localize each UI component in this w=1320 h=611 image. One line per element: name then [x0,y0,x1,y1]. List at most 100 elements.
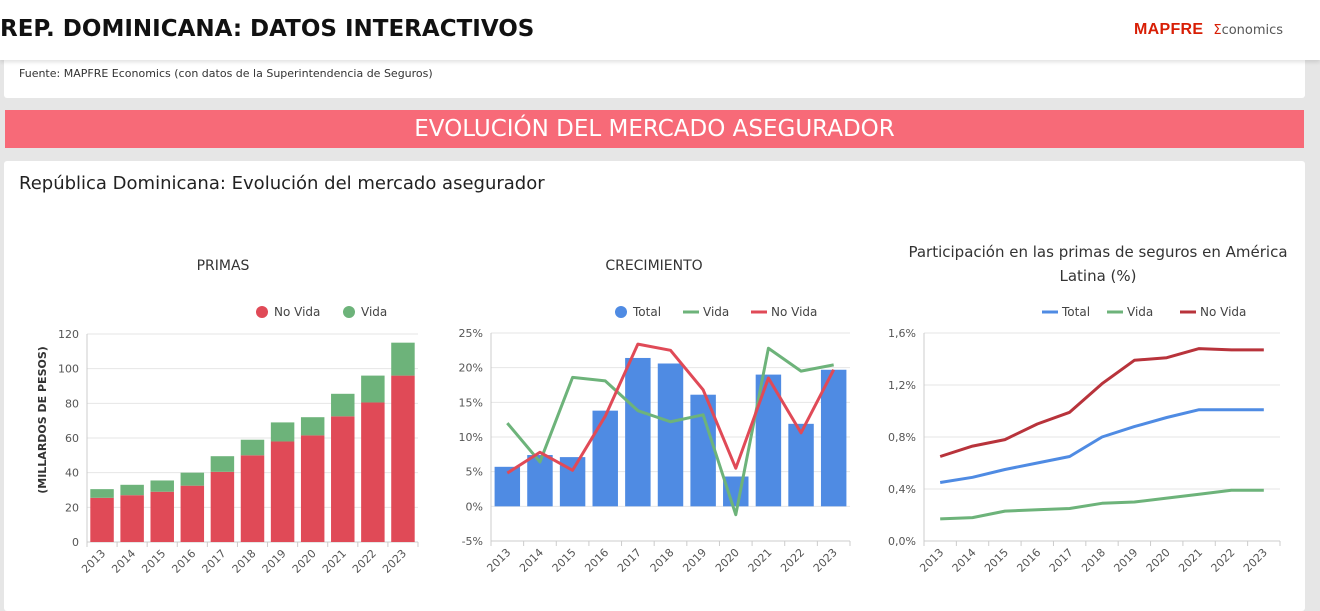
x-tick-label: 2014 [109,547,138,576]
legend-label-no-vida: No Vida [274,305,320,319]
x-tick-label: 2019 [680,546,709,575]
bar-total [494,466,521,507]
bar-no-vida [90,497,114,542]
legend-label-total: Total [1061,305,1090,319]
bar-vida [300,417,325,436]
y-tick-label: 5% [466,466,483,479]
x-tick-label: 2023 [811,546,840,575]
bar-vida [180,472,205,486]
logo-brand: MAPFRE [1134,21,1204,38]
x-tick-label: 2022 [1209,546,1238,575]
line-vida [506,346,834,517]
bar-vida [150,480,174,492]
chart-title: CRECIMIENTO [605,258,702,274]
bar-vida [210,456,235,472]
x-tick-label: 2019 [1111,546,1140,575]
source-card: Fuente: MAPFRE Economics (con datos de l… [4,55,1305,98]
x-tick-label: 2018 [1079,546,1108,575]
x-tick-label: 2016 [169,547,198,576]
legend-label-vida: Vida [1127,305,1153,319]
bar-no-vida [361,402,385,542]
x-tick-label: 2015 [550,546,579,575]
legend-label-vida: Vida [703,305,729,319]
x-tick-label: 2017 [1047,546,1076,575]
x-tick-label: 2023 [1241,546,1270,575]
y-tick-label: -5% [462,535,483,548]
x-tick-label: 2022 [350,547,379,576]
bar-no-vida [331,416,355,542]
legend-marker-total [615,306,627,318]
chart-title: Participación en las primas de seguros e… [908,243,1287,261]
x-tick-label: 2021 [1176,546,1205,575]
line-total [939,408,1264,484]
y-tick-label: 40 [65,467,79,480]
bar-vida [240,439,265,456]
y-tick-label: 15% [459,396,483,409]
bar-vida [120,484,144,496]
legend-marker-no-vida [256,306,268,318]
bar-vida [270,422,295,442]
x-tick-label: 2016 [582,546,611,575]
y-tick-label: 10% [459,431,483,444]
bar-vida [331,393,355,417]
x-tick-label: 2013 [484,546,513,575]
y-tick-label: 25% [459,327,483,340]
source-note: Fuente: MAPFRE Economics (con datos de l… [19,67,433,80]
bar-total [592,410,618,507]
bar-total [820,369,847,507]
bar-no-vida [300,435,325,542]
x-tick-label: 2021 [320,547,349,576]
y-tick-label: 0 [72,536,79,549]
legend-label-no-vida: No Vida [771,305,817,319]
y-tick-label: 0,0% [888,535,916,548]
y-tick-label: 20% [459,362,483,375]
chart-title: PRIMAS [197,258,250,274]
x-tick-label: 2015 [139,547,168,576]
line-no-vida [506,342,836,475]
page-title: REP. DOMINICANA: DATOS INTERACTIVOS [0,16,535,42]
x-tick-label: 2021 [746,546,775,575]
section-banner: EVOLUCIÓN DEL MERCADO ASEGURADOR [5,110,1304,148]
x-tick-label: 2023 [380,547,409,576]
x-tick-label: 2013 [917,546,946,575]
logo-economics: Σconomics [1213,22,1284,38]
y-tick-label: 80 [65,397,79,410]
y-tick-label: 0% [466,500,483,513]
bar-total [527,455,553,507]
legend-label-total: Total [632,305,661,319]
legend-label-no-vida: No Vida [1200,305,1246,319]
bar-vida [90,489,114,498]
bar-vida [391,342,415,376]
mapfre-economics-logo: MAPFRE Σconomics [1134,21,1283,39]
line-no-vida [939,347,1264,458]
y-tick-label: 20 [65,501,79,514]
bar-total [625,357,651,507]
x-tick-label: 2015 [982,546,1011,575]
x-tick-label: 2017 [200,547,229,576]
x-tick-label: 2020 [290,547,319,576]
bar-no-vida [270,441,295,542]
bar-no-vida [180,485,205,542]
bar-no-vida [391,375,415,542]
x-tick-label: 2020 [1144,546,1173,575]
y-tick-label: 0,8% [888,431,916,444]
y-tick-label: 60 [65,432,79,445]
x-tick-label: 2014 [950,546,979,575]
y-axis-label: (MILLARDOS DE PESOS) [36,346,49,494]
legend-label-vida: Vida [361,305,387,319]
y-tick-label: 1,2% [888,379,916,392]
bar-no-vida [240,455,265,542]
bar-total [788,423,814,507]
x-tick-label: 2013 [79,547,108,576]
page-header: REP. DOMINICANA: DATOS INTERACTIVOS MAPF… [0,0,1320,60]
legend-marker-vida [343,306,355,318]
y-tick-label: 100 [58,363,79,376]
x-tick-label: 2018 [648,546,677,575]
x-tick-label: 2017 [615,546,644,575]
y-tick-label: 1,6% [888,327,916,340]
x-tick-label: 2016 [1014,546,1043,575]
y-tick-label: 120 [58,328,79,341]
x-tick-label: 2020 [713,546,742,575]
bar-no-vida [150,491,174,542]
